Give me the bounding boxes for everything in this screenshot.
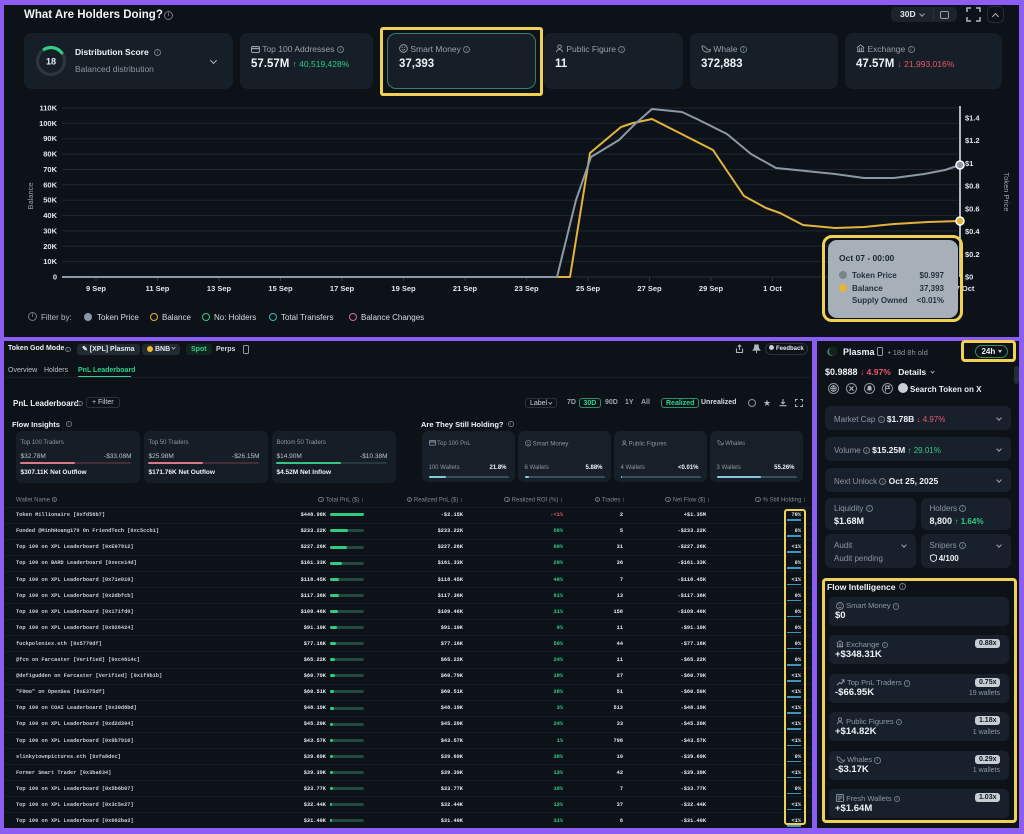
svg-text:23 Sep: 23 Sep <box>514 284 539 293</box>
svg-text:70K: 70K <box>43 165 57 174</box>
svg-text:21 Sep: 21 Sep <box>453 284 478 293</box>
svg-text:30K: 30K <box>43 226 57 235</box>
svg-text:40K: 40K <box>43 211 57 220</box>
svg-text:$0.8: $0.8 <box>965 182 980 191</box>
svg-text:80K: 80K <box>43 150 57 159</box>
svg-text:13 Sep: 13 Sep <box>207 284 232 293</box>
svg-text:1 Oct: 1 Oct <box>763 284 782 293</box>
svg-text:$1.4: $1.4 <box>965 114 980 123</box>
svg-text:18: 18 <box>46 57 56 67</box>
svg-text:9 Sep: 9 Sep <box>86 284 106 293</box>
svg-text:100K: 100K <box>39 119 58 128</box>
svg-text:$0.2: $0.2 <box>965 250 980 259</box>
svg-text:25 Sep: 25 Sep <box>576 284 601 293</box>
svg-text:19 Sep: 19 Sep <box>391 284 416 293</box>
svg-text:7 Oct: 7 Oct <box>956 284 975 293</box>
svg-text:29 Sep: 29 Sep <box>699 284 724 293</box>
svg-text:Balance: Balance <box>26 182 35 209</box>
svg-text:$0: $0 <box>965 273 973 282</box>
svg-text:11 Sep: 11 Sep <box>146 284 170 293</box>
svg-text:110K: 110K <box>39 104 57 113</box>
svg-text:$1.2: $1.2 <box>965 136 980 145</box>
svg-text:Token Price: Token Price <box>1002 172 1011 211</box>
svg-text:60K: 60K <box>43 180 57 189</box>
svg-text:15 Sep: 15 Sep <box>268 284 293 293</box>
svg-text:20K: 20K <box>43 242 57 251</box>
svg-text:$1: $1 <box>965 159 973 168</box>
svg-text:50K: 50K <box>43 196 57 205</box>
svg-text:10K: 10K <box>43 257 57 266</box>
svg-text:$0.4: $0.4 <box>965 227 980 236</box>
svg-text:$0.6: $0.6 <box>965 204 980 213</box>
svg-text:90K: 90K <box>43 134 57 143</box>
svg-text:17 Sep: 17 Sep <box>330 284 355 293</box>
svg-text:27 Sep: 27 Sep <box>637 284 662 293</box>
svg-text:0: 0 <box>53 273 57 282</box>
